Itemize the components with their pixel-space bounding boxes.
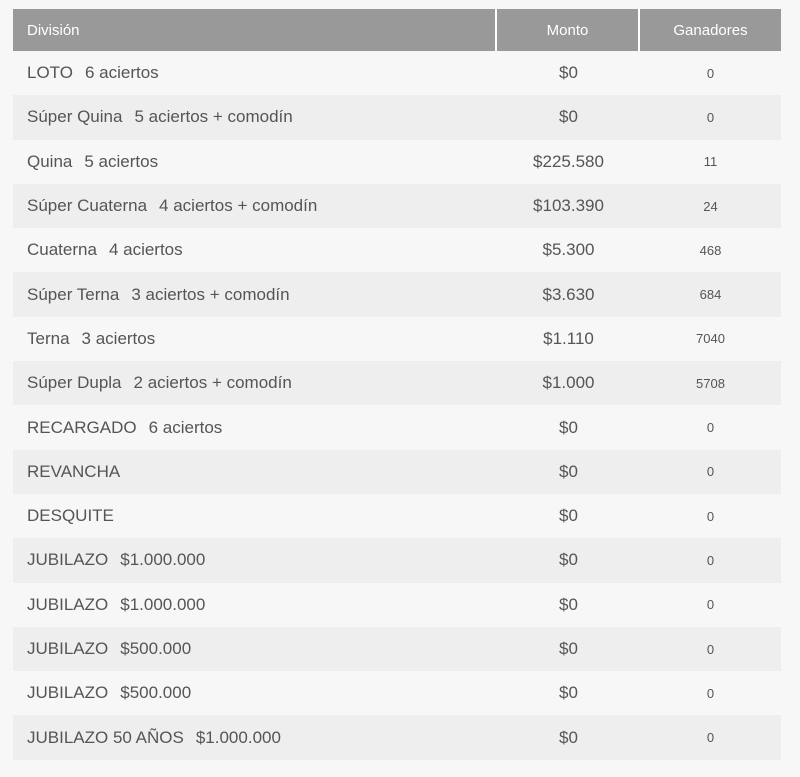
table-row: RECARGADO 6 aciertos $0 0 bbox=[13, 405, 781, 449]
table-row: LOTO 6 aciertos $0 0 bbox=[13, 51, 781, 95]
monto-cell: $5.300 bbox=[542, 240, 595, 260]
division-cell: RECARGADO 6 aciertos bbox=[13, 405, 497, 449]
monto-cell: $1.000 bbox=[497, 361, 640, 406]
header-monto: Monto bbox=[497, 9, 640, 51]
division-cell: LOTO 6 aciertos bbox=[13, 51, 497, 95]
division-detail: 5 aciertos + comodín bbox=[134, 107, 293, 127]
ganadores-cell: 0 bbox=[706, 420, 715, 436]
table-row: Cuaterna 4 aciertos $5.300 468 bbox=[13, 228, 781, 272]
table-row: JUBILAZO $500.000 $0 0 bbox=[13, 626, 781, 672]
division-name: JUBILAZO bbox=[27, 639, 109, 658]
ganadores-cell: 0 bbox=[706, 685, 715, 701]
ganadores-cell: 24 bbox=[640, 183, 781, 229]
table-row: JUBILAZO $500.000 $0 0 bbox=[13, 671, 781, 715]
ganadores-cell: 0 bbox=[706, 65, 715, 81]
ganadores-cell: 0 bbox=[640, 449, 781, 494]
monto-cell: $0 bbox=[559, 594, 578, 614]
ganadores-cell: 0 bbox=[706, 508, 715, 524]
ganadores-cell: 0 bbox=[640, 715, 781, 760]
prize-table: División Monto Ganadores LOTO 6 aciertos … bbox=[13, 9, 781, 760]
division-detail: 4 aciertos bbox=[108, 240, 183, 260]
monto-cell: $103.390 bbox=[497, 183, 640, 229]
monto-cell: $0 bbox=[497, 449, 640, 494]
division-name: Súper Quina bbox=[27, 107, 123, 127]
division-detail: 6 aciertos bbox=[148, 417, 223, 437]
monto-cell: $1.110 bbox=[543, 328, 594, 348]
monto-cell: $0 bbox=[559, 417, 578, 437]
table-row: JUBILAZO $1.000.000 $0 0 bbox=[13, 583, 781, 627]
division-cell: REVANCHA bbox=[13, 449, 497, 494]
division-cell: JUBILAZO $500.000 bbox=[13, 626, 497, 672]
division-cell: Quina 5 aciertos bbox=[13, 140, 497, 184]
monto-cell: $0 bbox=[497, 538, 640, 583]
ganadores-cell: 0 bbox=[640, 95, 781, 140]
division-detail: 4 aciertos + comodín bbox=[159, 196, 318, 216]
table-row: JUBILAZO 50 AÑOS $1.000.000 $0 0 bbox=[13, 715, 781, 760]
division-name: JUBILAZO 50 AÑOS bbox=[27, 727, 184, 747]
header-ganadores: Ganadores bbox=[640, 9, 781, 51]
table-row: JUBILAZO $1.000.000 $0 0 bbox=[13, 538, 781, 583]
division-cell: Súper Quina 5 aciertos + comodín bbox=[13, 95, 497, 140]
ganadores-cell: 0 bbox=[640, 626, 781, 672]
header-division: División bbox=[13, 9, 497, 51]
division-name: Súper Dupla bbox=[27, 373, 122, 393]
monto-cell: $0 bbox=[497, 626, 640, 672]
table-row: Súper Cuaterna 4 aciertos + comodín $103.… bbox=[13, 183, 781, 229]
division-cell: DESQUITE bbox=[13, 494, 497, 538]
ganadores-cell: 0 bbox=[706, 597, 715, 613]
division-name: Quina bbox=[27, 151, 73, 171]
ganadores-cell: 684 bbox=[640, 272, 781, 317]
division-name: JUBILAZO bbox=[27, 594, 109, 614]
ganadores-cell: 468 bbox=[699, 242, 722, 258]
monto-cell: $0 bbox=[497, 95, 640, 140]
division-detail: $1.000.000 bbox=[120, 550, 206, 570]
division-name: Súper Terna bbox=[27, 284, 120, 304]
division-cell: JUBILAZO $500.000 bbox=[13, 671, 497, 715]
division-cell: Cuaterna 4 aciertos bbox=[13, 228, 497, 272]
monto-cell: $0 bbox=[559, 506, 578, 526]
division-name: RECARGADO bbox=[27, 417, 137, 437]
table-row: Terna 3 aciertos $1.110 7040 bbox=[13, 317, 781, 361]
table-row: Súper Terna 3 aciertos + comodín $3.630 6… bbox=[13, 272, 781, 317]
header-row: División Monto Ganadores bbox=[13, 9, 781, 51]
division-detail: $1.000.000 bbox=[120, 594, 206, 614]
table-row: DESQUITE $0 0 bbox=[13, 494, 781, 538]
division-name: Súper Cuaterna bbox=[27, 196, 148, 216]
ganadores-cell: 7040 bbox=[696, 331, 725, 347]
monto-cell: $3.630 bbox=[497, 272, 640, 317]
division-detail: 3 aciertos bbox=[81, 328, 156, 348]
division-name: DESQUITE bbox=[27, 506, 114, 526]
division-cell: JUBILAZO 50 AÑOS $1.000.000 bbox=[13, 715, 497, 760]
division-name: JUBILAZO bbox=[27, 683, 109, 703]
division-name: Terna bbox=[27, 328, 70, 348]
monto-cell: $0 bbox=[497, 715, 640, 760]
division-name: LOTO bbox=[27, 63, 73, 83]
division-cell: JUBILAZO $1.000.000 bbox=[13, 538, 497, 583]
division-name: JUBILAZO bbox=[27, 550, 109, 570]
table-row: Quina 5 aciertos $225.580 11 bbox=[13, 140, 781, 184]
monto-cell: $225.580 bbox=[533, 151, 604, 171]
division-name: Cuaterna bbox=[27, 240, 97, 260]
division-name: REVANCHA bbox=[27, 461, 121, 481]
division-detail: $1.000.000 bbox=[195, 727, 281, 747]
table-row: Súper Quina 5 aciertos + comodín $0 0 bbox=[13, 95, 781, 140]
table-row: Súper Dupla 2 aciertos + comodín $1.000 5… bbox=[13, 361, 781, 406]
ganadores-cell: 5708 bbox=[640, 361, 781, 406]
ganadores-cell: 0 bbox=[640, 538, 781, 583]
division-detail: 5 aciertos bbox=[84, 151, 159, 171]
division-detail: $500.000 bbox=[120, 683, 192, 703]
division-cell: Súper Dupla 2 aciertos + comodín bbox=[13, 361, 497, 406]
table-row: REVANCHA $0 0 bbox=[13, 449, 781, 494]
division-detail: 3 aciertos + comodín bbox=[131, 284, 290, 304]
division-cell: JUBILAZO $1.000.000 bbox=[13, 583, 497, 627]
monto-cell: $0 bbox=[559, 63, 578, 83]
monto-cell: $0 bbox=[559, 683, 578, 703]
division-cell: Súper Cuaterna 4 aciertos + comodín bbox=[13, 183, 497, 229]
division-detail: 6 aciertos bbox=[84, 63, 159, 83]
division-detail: 2 aciertos + comodín bbox=[133, 373, 292, 393]
ganadores-cell: 11 bbox=[703, 154, 718, 170]
division-cell: Súper Terna 3 aciertos + comodín bbox=[13, 272, 497, 317]
division-cell: Terna 3 aciertos bbox=[13, 317, 497, 361]
division-detail: $500.000 bbox=[120, 639, 192, 658]
